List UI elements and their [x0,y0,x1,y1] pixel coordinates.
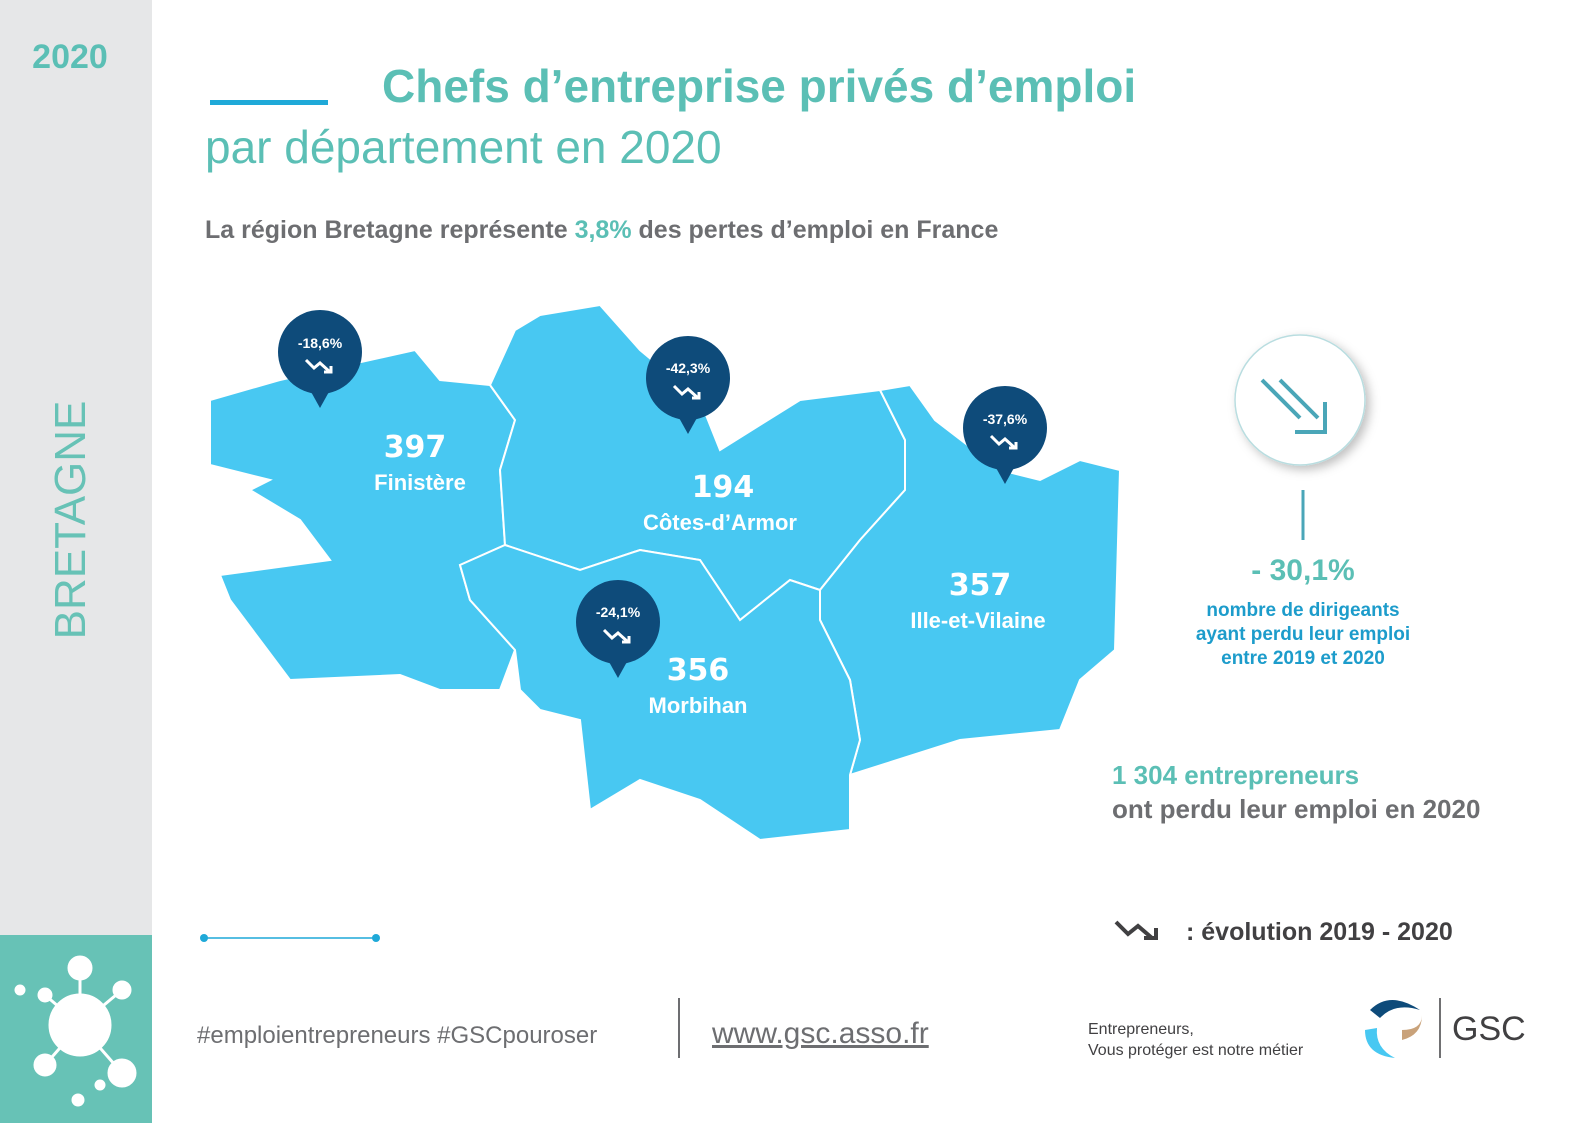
intro-highlight: 3,8% [575,216,632,244]
department-name: Ille-et-Vilaine [910,608,1045,633]
change-pin: -37,6% [963,386,1047,484]
summary-arrow [1260,378,1327,434]
summary-change: - 30,1% [1251,554,1354,587]
molecule-icon [14,955,137,1107]
hashtags: #emploientrepreneurs #GSCpouroser [197,1022,597,1049]
department-change: -18,6% [298,335,343,351]
total-text: ont perdu leur emploi en 2020 [1112,794,1480,824]
department-change: -24,1% [596,604,641,620]
divider-dot [372,934,380,942]
department-count: 357 [949,568,1012,603]
department-change: -42,3% [666,360,711,376]
tagline: Vous protéger est notre métier [1088,1042,1304,1059]
department-name: Morbihan [649,693,748,718]
summary-caption: entre 2019 et 2020 [1221,648,1385,669]
legend: : évolution 2019 - 2020 [1186,918,1453,946]
region: BRETAGNE [46,401,95,640]
department-count: 397 [384,430,447,465]
subtitle: par département en 2020 [205,121,722,173]
intro-text: des pertes d’emploi en France [639,216,999,244]
intro: La région Bretagne représente 3,8% des p… [205,216,998,244]
total-highlight: 1 304 entrepreneurs [1112,760,1359,790]
logo-text: GSC [1452,1010,1526,1048]
title: Chefs d’entreprise privés d’emploi [382,60,1136,112]
morbihan-shape [458,543,862,842]
department-count: 356 [667,653,730,688]
map [209,303,1122,842]
summary-caption: nombre de dirigeants [1206,600,1399,621]
change-pin: -42,3% [646,336,730,434]
change-pin: -18,6% [278,310,362,408]
change-pin: -24,1% [576,580,660,678]
department-change: -37,6% [983,411,1028,427]
url[interactable]: www.gsc.asso.fr [711,1017,929,1050]
finistere-shape [209,348,517,691]
title-rule [210,100,328,105]
department-name: Côtes-d’Armor [643,510,797,535]
year: 2020 [32,38,108,76]
department-name: Finistère [374,470,466,495]
divider-dot [200,934,208,942]
summary-caption: ayant perdu leur emploi [1196,624,1410,645]
legend-icon [1114,920,1158,940]
sidebar [0,0,152,935]
logo-mark [1365,1000,1422,1058]
tagline: Entrepreneurs, [1088,1021,1194,1038]
intro-text: La région Bretagne représente [205,216,568,244]
department-count: 194 [692,470,755,505]
